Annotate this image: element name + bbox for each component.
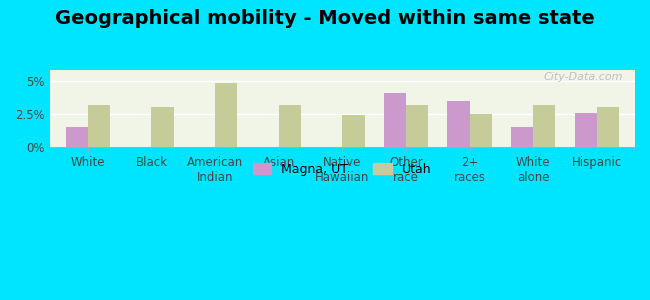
Bar [406,105,428,147]
Bar [66,127,88,147]
Legend: Magna, UT, Utah: Magna, UT, Utah [248,158,437,181]
Bar [215,83,237,147]
Bar [575,112,597,147]
Bar [384,93,406,147]
Bar [447,100,469,147]
Bar [597,107,619,147]
Text: Geographical mobility - Moved within same state: Geographical mobility - Moved within sam… [55,9,595,28]
Text: City-Data.com: City-Data.com [544,72,623,82]
Bar [533,105,556,147]
Bar [88,105,110,147]
Bar [279,105,301,147]
Bar [343,115,365,147]
Bar [469,114,492,147]
Bar [511,127,533,147]
Bar [151,107,174,147]
